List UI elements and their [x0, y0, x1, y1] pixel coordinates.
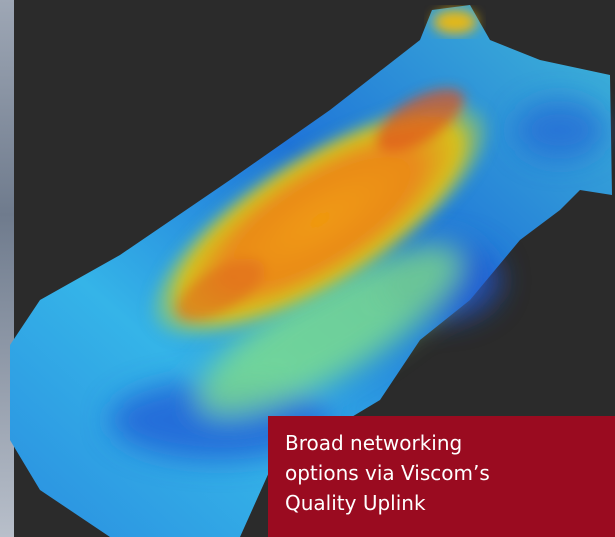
peak [433, 10, 477, 34]
ridge [146, 88, 494, 342]
caption-line: Broad networking [285, 431, 463, 455]
caption-box: Broad networking options via Viscom’s Qu… [268, 416, 615, 537]
caption-line: Quality Uplink [285, 491, 426, 515]
left-edge [0, 0, 14, 537]
caption-line: options via Viscom’s [285, 461, 490, 485]
